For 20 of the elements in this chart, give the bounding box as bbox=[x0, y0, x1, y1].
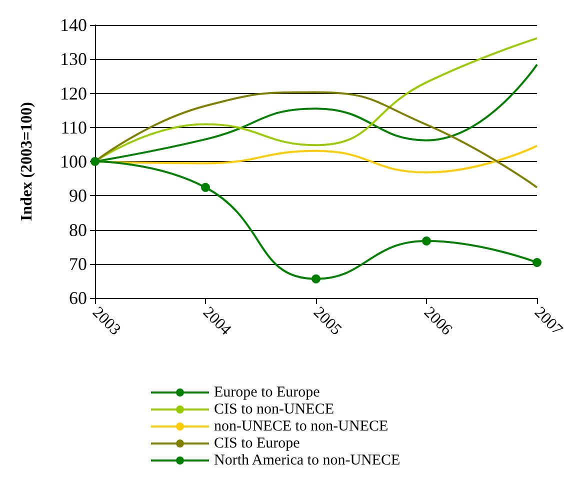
point bbox=[201, 182, 210, 192]
y-axis-title: Index (2003=100) bbox=[18, 102, 36, 221]
x-tick-label: 2007 bbox=[530, 304, 566, 339]
y-tick-label: 70 bbox=[69, 254, 87, 274]
y-tick-label: 130 bbox=[60, 49, 87, 70]
legend-label: CIS to non-UNECE bbox=[214, 402, 334, 418]
y-tick-label: 110 bbox=[60, 117, 87, 138]
y-tick-label: 80 bbox=[69, 220, 87, 240]
point bbox=[532, 258, 542, 268]
legend-label: non-UNECE to non-UNECE bbox=[214, 418, 388, 434]
y-tick-label: 100 bbox=[60, 152, 87, 172]
y-tick-label: 60 bbox=[69, 288, 87, 308]
y-tick-label: 140 bbox=[60, 15, 87, 35]
legend-label: North America to non-UNECE bbox=[214, 452, 400, 468]
point bbox=[422, 236, 431, 246]
y-tick-label: 90 bbox=[69, 186, 87, 206]
legend-label: CIS to Europe bbox=[214, 436, 300, 452]
y-tick-label: 120 bbox=[60, 83, 87, 104]
point bbox=[312, 274, 320, 284]
legend-label: Europe to Europe bbox=[214, 384, 320, 400]
